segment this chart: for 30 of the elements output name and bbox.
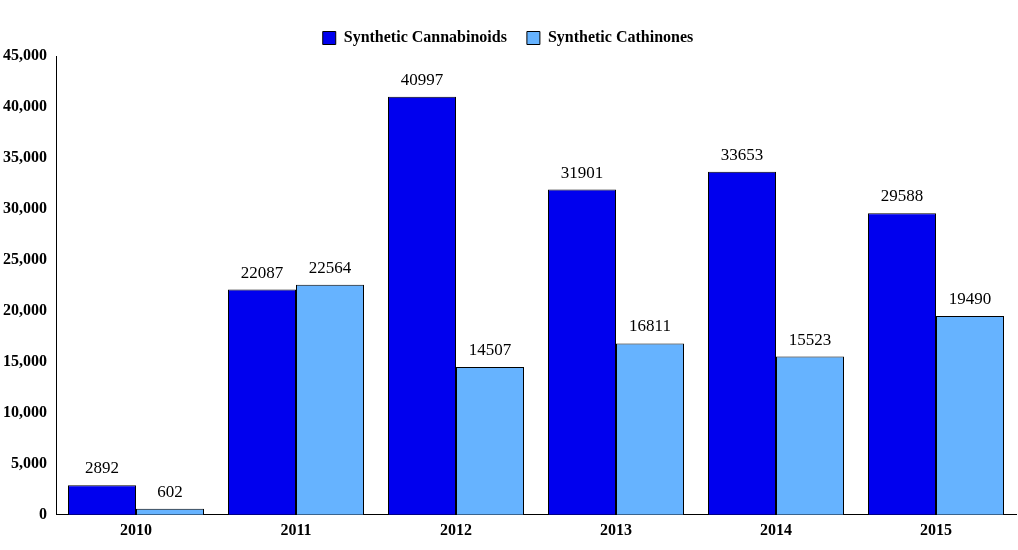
x-tick-label: 2011 [280,520,312,538]
data-label: 15523 [788,329,832,349]
x-tick-label: 2010 [120,520,152,538]
x-tick-label: 2015 [920,520,952,538]
data-label: 19490 [948,289,992,309]
y-tick-label: 0 [39,504,47,522]
data-label: 16811 [629,316,671,336]
data-label: 14507 [468,339,512,359]
legend-label: Synthetic Cannabinoids [343,28,507,47]
y-tick-label: 30,000 [3,199,47,217]
y-tick-label: 40,000 [3,97,47,115]
y-tick-label: 5,000 [11,453,47,471]
data-label: 22087 [240,262,284,282]
data-label: 40997 [400,69,444,89]
data-label: 29588 [880,186,924,206]
data-label: 602 [157,481,183,501]
legend-label: Synthetic Cathinones [547,28,694,47]
y-tick-label: 20,000 [3,301,47,319]
x-tick-label: 2013 [600,520,632,538]
y-tick-label: 25,000 [3,250,47,268]
x-tick-label: 2014 [760,520,792,538]
data-label: 2892 [85,458,119,478]
data-label: 31901 [560,162,604,182]
data-label: 22564 [308,257,352,277]
y-tick-label: 45,000 [3,46,47,64]
y-tick-label: 10,000 [3,402,47,420]
x-tick-label: 2012 [440,520,472,538]
data-label: 33653 [720,144,764,164]
y-tick-label: 35,000 [3,148,47,166]
y-tick-label: 15,000 [3,352,47,370]
